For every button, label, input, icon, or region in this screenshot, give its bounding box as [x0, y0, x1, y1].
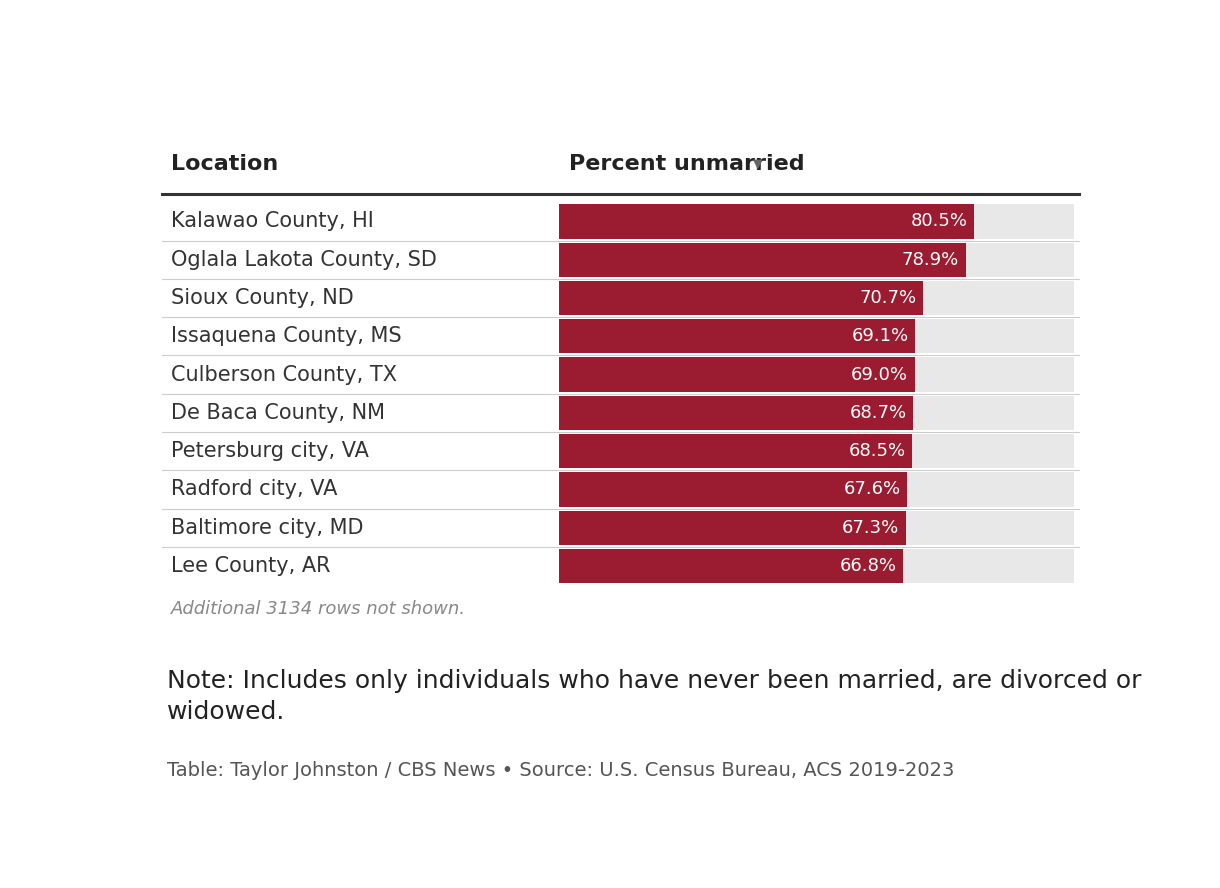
Text: Kalawao County, HI: Kalawao County, HI — [171, 211, 375, 232]
Text: Location: Location — [171, 155, 278, 174]
Bar — [559, 396, 1075, 430]
Text: 70.7%: 70.7% — [860, 289, 916, 307]
Bar — [559, 281, 924, 315]
Bar — [559, 358, 1075, 392]
Text: Issaquena County, MS: Issaquena County, MS — [171, 326, 403, 346]
Bar — [559, 358, 915, 392]
Text: 68.7%: 68.7% — [849, 404, 906, 422]
Text: Radford city, VA: Radford city, VA — [171, 480, 338, 499]
Text: Sioux County, ND: Sioux County, ND — [171, 288, 354, 308]
Bar — [559, 549, 903, 583]
Bar — [559, 396, 913, 430]
Bar — [559, 511, 906, 545]
Text: 78.9%: 78.9% — [902, 250, 959, 269]
Text: Culberson County, TX: Culberson County, TX — [171, 365, 398, 385]
Text: 80.5%: 80.5% — [910, 212, 967, 230]
Bar — [559, 319, 915, 353]
Bar — [559, 204, 1075, 239]
Bar — [559, 319, 1075, 353]
Bar — [559, 204, 974, 239]
Text: ▼: ▼ — [753, 158, 762, 170]
Bar — [559, 472, 908, 506]
Bar — [559, 242, 966, 277]
Bar — [559, 242, 1075, 277]
Text: 69.1%: 69.1% — [852, 328, 909, 345]
Text: Petersburg city, VA: Petersburg city, VA — [171, 441, 370, 461]
Text: Note: Includes only individuals who have never been married, are divorced or
wid: Note: Includes only individuals who have… — [167, 669, 1141, 725]
Bar — [559, 434, 1075, 468]
Bar — [559, 434, 913, 468]
Text: 68.5%: 68.5% — [848, 442, 905, 460]
Text: Oglala Lakota County, SD: Oglala Lakota County, SD — [171, 250, 437, 270]
Text: Baltimore city, MD: Baltimore city, MD — [171, 518, 364, 538]
Text: 69.0%: 69.0% — [852, 366, 908, 384]
Bar — [559, 511, 1075, 545]
Bar — [559, 472, 1075, 506]
Text: Percent unmarried: Percent unmarried — [569, 155, 804, 174]
Text: Lee County, AR: Lee County, AR — [171, 556, 331, 576]
Text: 67.3%: 67.3% — [842, 519, 899, 536]
Text: Additional 3134 rows not shown.: Additional 3134 rows not shown. — [171, 600, 466, 618]
Bar — [559, 281, 1075, 315]
Text: Table: Taylor Johnston / CBS News • Source: U.S. Census Bureau, ACS 2019-2023: Table: Taylor Johnston / CBS News • Sour… — [167, 761, 954, 780]
Text: 66.8%: 66.8% — [839, 557, 897, 575]
Bar — [559, 549, 1075, 583]
Text: 67.6%: 67.6% — [844, 480, 900, 498]
Text: De Baca County, NM: De Baca County, NM — [171, 403, 386, 423]
